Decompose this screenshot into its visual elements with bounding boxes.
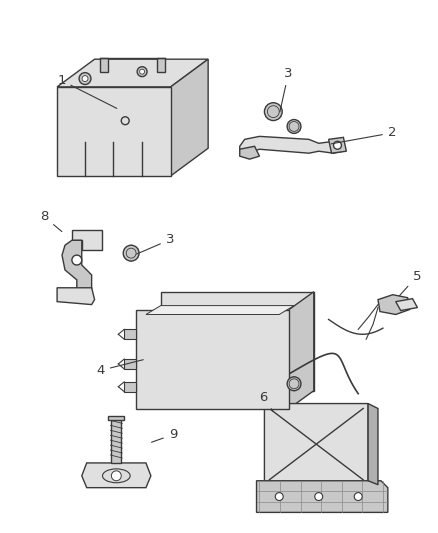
Polygon shape — [72, 230, 101, 250]
Circle shape — [264, 103, 282, 120]
Circle shape — [123, 245, 139, 261]
Circle shape — [79, 72, 91, 85]
Circle shape — [111, 471, 121, 481]
Circle shape — [353, 492, 361, 500]
Text: 5: 5 — [399, 270, 420, 296]
Polygon shape — [57, 59, 208, 87]
Polygon shape — [136, 310, 289, 408]
Text: 6: 6 — [259, 391, 272, 411]
Polygon shape — [170, 59, 208, 176]
Text: 3: 3 — [136, 233, 174, 254]
Circle shape — [72, 255, 81, 265]
Polygon shape — [377, 295, 409, 314]
Polygon shape — [124, 359, 136, 369]
Circle shape — [314, 492, 322, 500]
Polygon shape — [239, 146, 259, 159]
Polygon shape — [264, 403, 367, 484]
Circle shape — [139, 69, 144, 74]
Polygon shape — [124, 382, 136, 392]
Text: 4: 4 — [96, 360, 143, 377]
Polygon shape — [57, 87, 170, 176]
Circle shape — [286, 119, 300, 133]
Circle shape — [333, 141, 341, 149]
Ellipse shape — [102, 469, 130, 483]
Polygon shape — [145, 305, 293, 314]
Polygon shape — [395, 298, 417, 311]
Circle shape — [286, 377, 300, 391]
Text: 9: 9 — [151, 428, 177, 442]
Polygon shape — [328, 138, 346, 153]
Polygon shape — [124, 329, 136, 339]
Text: 3: 3 — [279, 67, 292, 112]
Polygon shape — [108, 416, 124, 421]
Polygon shape — [239, 136, 343, 153]
Polygon shape — [160, 292, 313, 391]
Polygon shape — [157, 58, 165, 71]
Circle shape — [82, 76, 88, 82]
Polygon shape — [289, 292, 313, 408]
Circle shape — [137, 67, 147, 77]
Polygon shape — [57, 288, 94, 304]
Polygon shape — [111, 418, 121, 463]
Polygon shape — [81, 463, 151, 488]
Text: 2: 2 — [331, 126, 396, 144]
Text: 8: 8 — [40, 211, 62, 231]
Polygon shape — [256, 481, 387, 512]
Polygon shape — [367, 403, 377, 484]
Circle shape — [275, 492, 283, 500]
Polygon shape — [100, 58, 108, 71]
Text: 1: 1 — [57, 74, 117, 108]
Polygon shape — [62, 240, 92, 292]
